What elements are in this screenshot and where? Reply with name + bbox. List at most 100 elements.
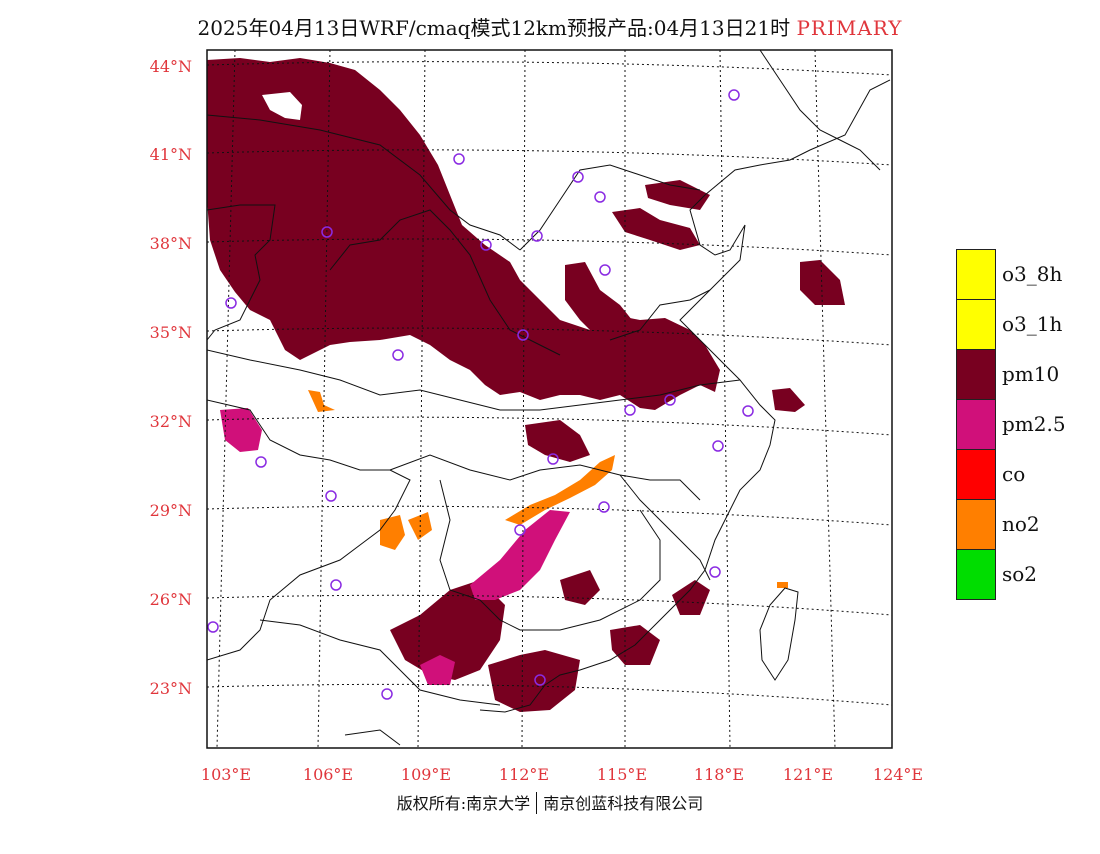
legend-swatch — [956, 349, 996, 400]
city-marker — [664, 394, 676, 406]
lon-label: 121°E — [783, 765, 833, 784]
legend-swatch — [956, 449, 996, 500]
boundary-hebei — [519, 164, 701, 251]
city-marker — [325, 490, 337, 502]
lon-label: 103°E — [201, 765, 251, 784]
city-marker — [392, 349, 404, 361]
pm10-shandong — [800, 260, 845, 305]
city-markers — [207, 89, 754, 700]
city-marker — [709, 566, 721, 578]
city-marker — [453, 153, 465, 165]
city-marker — [381, 688, 393, 700]
city-marker — [531, 230, 543, 242]
lat-label: 35°N — [150, 323, 192, 342]
pm10-north-plume — [207, 58, 720, 410]
city-marker — [712, 440, 724, 452]
coastline — [479, 79, 891, 713]
pm10-shanxi-band — [565, 262, 640, 345]
legend-label: o3_1h — [1002, 312, 1063, 336]
pm25-hunan-band — [470, 510, 570, 600]
legend-swatch — [956, 249, 996, 300]
pm10-hebei-strip-2 — [612, 208, 700, 250]
legend-swatch — [956, 549, 996, 600]
lon-line-106 — [317, 50, 331, 748]
lat-label: 38°N — [150, 234, 192, 253]
taiwan-outline — [759, 587, 799, 681]
boundary-inner-mongolia — [207, 114, 521, 251]
city-marker — [330, 579, 342, 591]
city-marker — [742, 405, 754, 417]
boundary-central-south — [389, 454, 701, 501]
title-text: 2025年04月13日WRF/cmaq模式12km预报产品:04月13日21时 — [197, 16, 791, 40]
lat-label: 32°N — [150, 412, 192, 431]
city-marker — [255, 456, 267, 468]
city-marker — [547, 453, 559, 465]
city-marker — [534, 674, 546, 686]
city-marker — [514, 524, 526, 536]
city-marker — [480, 239, 492, 251]
city-marker — [728, 89, 740, 101]
lat-label: 29°N — [150, 501, 192, 520]
lon-label: 115°E — [597, 765, 647, 784]
legend-swatch — [956, 499, 996, 550]
pollutant-type-tag: PRIMARY — [796, 16, 903, 40]
no2-guizhou — [380, 515, 405, 550]
boundary-shandong — [609, 289, 711, 341]
city-marker — [207, 621, 219, 633]
graticule — [207, 50, 892, 748]
pm10-jiangsu-blob — [772, 388, 805, 412]
lon-label: 112°E — [499, 765, 549, 784]
lon-line-109 — [417, 50, 426, 748]
pm25-regions — [220, 408, 570, 685]
boundary-jiangxi-fujian — [619, 474, 711, 581]
city-marker — [517, 329, 529, 341]
pm10-hebei-strip — [645, 180, 710, 210]
lon-line-112 — [521, 50, 526, 748]
no2-sichuan — [308, 390, 335, 412]
lon-line-121 — [814, 50, 836, 748]
lon-label: 118°E — [694, 765, 744, 784]
copyright-footer: 版权所有:南京大学 南京创蓝科技有限公司 — [0, 790, 1100, 814]
legend-label: no2 — [1002, 512, 1040, 536]
copyright-owner: 版权所有:南京大学 — [396, 794, 531, 813]
lon-label: 109°E — [401, 765, 451, 784]
city-marker — [594, 191, 606, 203]
lon-line-103 — [216, 50, 236, 748]
legend-label: pm10 — [1002, 362, 1060, 386]
boundary-south — [259, 619, 501, 706]
city-marker — [624, 404, 636, 416]
boundary-lines — [207, 50, 891, 746]
hainan-outline — [344, 729, 401, 746]
copyright-divider — [536, 792, 538, 814]
legend-label: pm2.5 — [1002, 412, 1066, 436]
legend-label: so2 — [1002, 562, 1038, 586]
pm10-hubei — [525, 420, 590, 462]
latitude-labels: 44°N 41°N 38°N 35°N 32°N 29°N 26°N 23°N — [150, 57, 192, 698]
city-marker — [321, 226, 333, 238]
lat-line-26 — [207, 594, 892, 616]
legend-label: co — [1002, 462, 1026, 486]
lat-label: 44°N — [150, 57, 192, 76]
lat-label: 41°N — [150, 145, 192, 164]
boundary-hunan — [439, 479, 661, 631]
pm10-fujian — [672, 580, 710, 615]
no2-regions — [308, 390, 788, 588]
lat-label: 23°N — [150, 679, 192, 698]
legend-swatch — [956, 399, 996, 450]
pm10-plume-hole — [262, 92, 302, 120]
pm25-west — [220, 408, 262, 452]
map-title: 2025年04月13日WRF/cmaq模式12km预报产品:04月13日21时 … — [0, 12, 1100, 41]
boundary-sichuan — [207, 399, 411, 661]
lon-label: 124°E — [873, 765, 923, 784]
city-marker — [572, 171, 584, 183]
no2-taiwan-dot — [777, 582, 788, 588]
city-marker — [598, 501, 610, 513]
lon-line-118 — [719, 50, 731, 748]
map-frame — [206, 49, 893, 749]
boundary-northeast — [759, 50, 881, 171]
copyright-company: 南京创蓝科技有限公司 — [543, 794, 704, 813]
city-marker — [599, 264, 611, 276]
pm10-jiangxi — [560, 570, 600, 605]
